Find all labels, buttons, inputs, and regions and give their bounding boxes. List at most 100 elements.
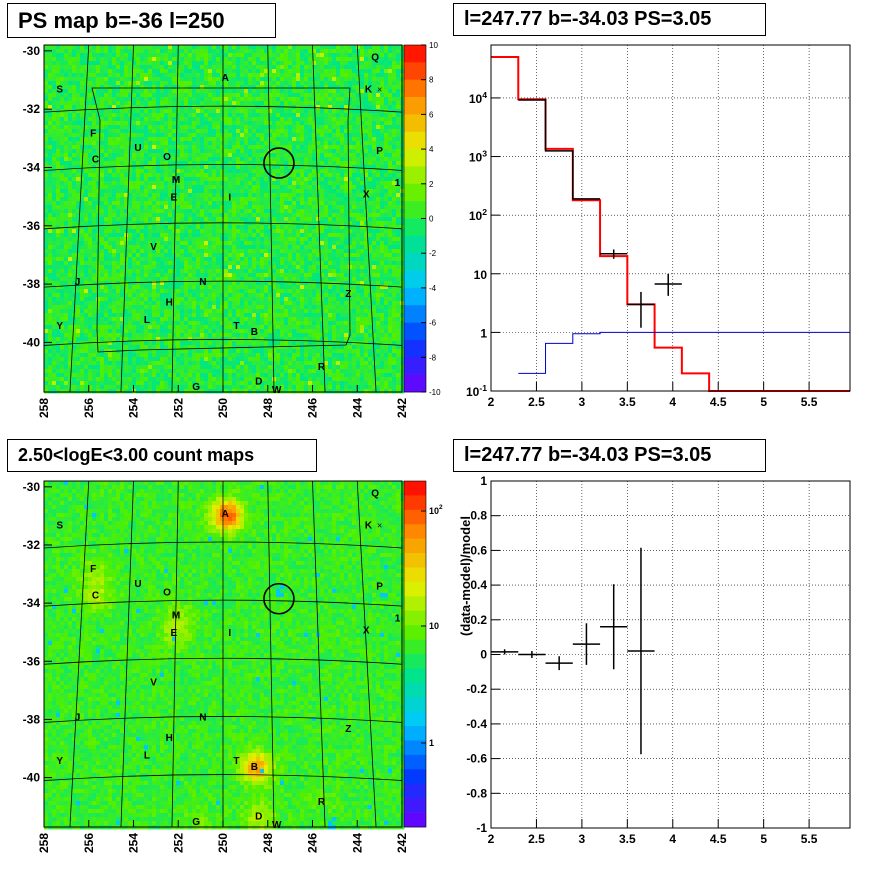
source-label-K: K xyxy=(365,521,373,532)
colorbar-segment xyxy=(404,270,426,289)
source-label-O: O xyxy=(163,587,171,598)
colorbar-tick-label: 1 xyxy=(429,738,434,748)
y-tick-label: -32 xyxy=(23,102,41,116)
colorbar-frame xyxy=(403,480,427,828)
colorbar-segment xyxy=(404,553,426,568)
longitude-line xyxy=(356,480,377,828)
colorbar-segment xyxy=(404,183,426,202)
source-marker: × xyxy=(377,85,382,95)
colorbar xyxy=(403,480,427,828)
source-label-S: S xyxy=(56,85,63,96)
source-label-G: G xyxy=(192,382,200,393)
source-label-J: J xyxy=(75,713,81,724)
source-label-Z: Z xyxy=(345,724,351,735)
y-tick-label: 0 xyxy=(480,648,487,662)
y-tick-label: -0.2 xyxy=(466,682,487,696)
colorbar-segment xyxy=(404,711,426,727)
colorbar-segment xyxy=(404,682,426,698)
x-tick-label: 246 xyxy=(306,833,320,853)
source-label-V: V xyxy=(150,678,157,689)
colorbar-tick-label: -10 xyxy=(429,388,441,397)
colorbar-tick-label: 10 xyxy=(429,621,439,631)
x-tick-label: 248 xyxy=(261,833,275,853)
source-label-P: P xyxy=(376,146,383,157)
source-label-P: P xyxy=(376,582,383,593)
colorbar-segment xyxy=(404,596,426,612)
colorbar-segment xyxy=(404,495,426,511)
colorbar-segment xyxy=(404,201,426,219)
longitude-line xyxy=(356,44,377,393)
y-tick-label: 102 xyxy=(469,207,487,223)
colorbar-segment xyxy=(404,610,426,626)
source-label-S: S xyxy=(56,521,63,532)
longitude-line xyxy=(69,480,90,828)
x-tick-label: 2.5 xyxy=(528,395,545,409)
y-tick-label: 1 xyxy=(480,474,487,488)
longitude-line xyxy=(312,44,326,393)
source-label-A: A xyxy=(222,73,229,84)
y-tick-label: -36 xyxy=(23,219,41,233)
colorbar-segment xyxy=(404,668,426,684)
source-label-R: R xyxy=(318,362,326,373)
source-label-W: W xyxy=(272,820,282,831)
roi-circle xyxy=(263,147,295,179)
y-tick-label: -34 xyxy=(23,596,41,610)
x-tick-label: 242 xyxy=(395,833,409,853)
colorbar-segment xyxy=(404,625,426,640)
colorbar-segment xyxy=(404,357,426,375)
source-label-Y: Y xyxy=(56,321,63,332)
source-label-C: C xyxy=(92,155,99,166)
x-tick-label: 5.5 xyxy=(801,832,818,846)
source-label-1: 1 xyxy=(395,178,401,189)
colorbar-segment xyxy=(404,567,426,583)
y-tick-label: 10-1 xyxy=(466,383,487,399)
y-tick-label: -0.6 xyxy=(466,752,487,766)
longitude-line xyxy=(267,44,275,393)
colorbar-segment xyxy=(404,97,426,115)
source-label-B: B xyxy=(251,327,258,338)
source-label-M: M xyxy=(172,611,180,622)
colorbar-segment xyxy=(404,481,426,496)
source-label-U: U xyxy=(134,579,141,590)
x-tick-label: 252 xyxy=(171,398,185,418)
x-tick-label: 250 xyxy=(216,833,230,853)
colorbar-segment xyxy=(404,754,426,770)
colorbar-segment xyxy=(404,374,426,393)
source-label-F: F xyxy=(90,564,96,575)
y-tick-label: -30 xyxy=(23,480,41,494)
residual-title: l=247.77 b=-34.03 PS=3.05 xyxy=(453,439,766,472)
y-tick-label: -36 xyxy=(23,654,41,668)
x-tick-label: 3 xyxy=(579,832,586,846)
colorbar-segment xyxy=(404,322,426,341)
colorbar-segment xyxy=(404,131,426,150)
y-tick-label: 1 xyxy=(480,326,487,340)
source-label-Y: Y xyxy=(56,756,63,767)
colorbar xyxy=(403,44,427,393)
source-label-M: M xyxy=(172,175,180,186)
y-tick-label: 103 xyxy=(469,149,487,165)
residual-panel: 2 2.5 3 3.5 4 4.5 5 5.5 1 0.8 0.6 0.4 0.2 0 -0.2 -0.4 -0… xyxy=(458,474,851,846)
source-label-T: T xyxy=(233,756,239,767)
y-tick-label: 0.4 xyxy=(470,578,487,592)
ps-map-panel: A Q S K F U O C P M 1 X E I V J N Z H L Y T B R D G W × 258 256 254 252… xyxy=(23,41,441,418)
colorbar-segment xyxy=(404,783,426,799)
y-tick-label: -38 xyxy=(23,712,41,726)
ps-map-heatmap xyxy=(44,45,405,394)
source-label-I: I xyxy=(228,193,231,204)
source-label-F: F xyxy=(90,128,96,139)
colorbar-tick-label: 102 xyxy=(429,504,443,516)
y-tick-label: -34 xyxy=(23,160,41,174)
data-step-line xyxy=(518,99,601,200)
colorbar-tick-label: -2 xyxy=(429,249,437,258)
x-tick-label: 246 xyxy=(306,398,320,418)
x-tick-label: 248 xyxy=(261,398,275,418)
source-label-H: H xyxy=(166,733,173,744)
colorbar-tick-label: -4 xyxy=(429,284,437,293)
source-label-U: U xyxy=(134,143,141,154)
x-tick-label: 4.5 xyxy=(710,832,727,846)
colorbar-segment xyxy=(404,812,426,828)
colorbar-tick-label: 8 xyxy=(429,76,434,85)
roi-circle xyxy=(263,582,295,615)
source-label-O: O xyxy=(163,152,171,163)
